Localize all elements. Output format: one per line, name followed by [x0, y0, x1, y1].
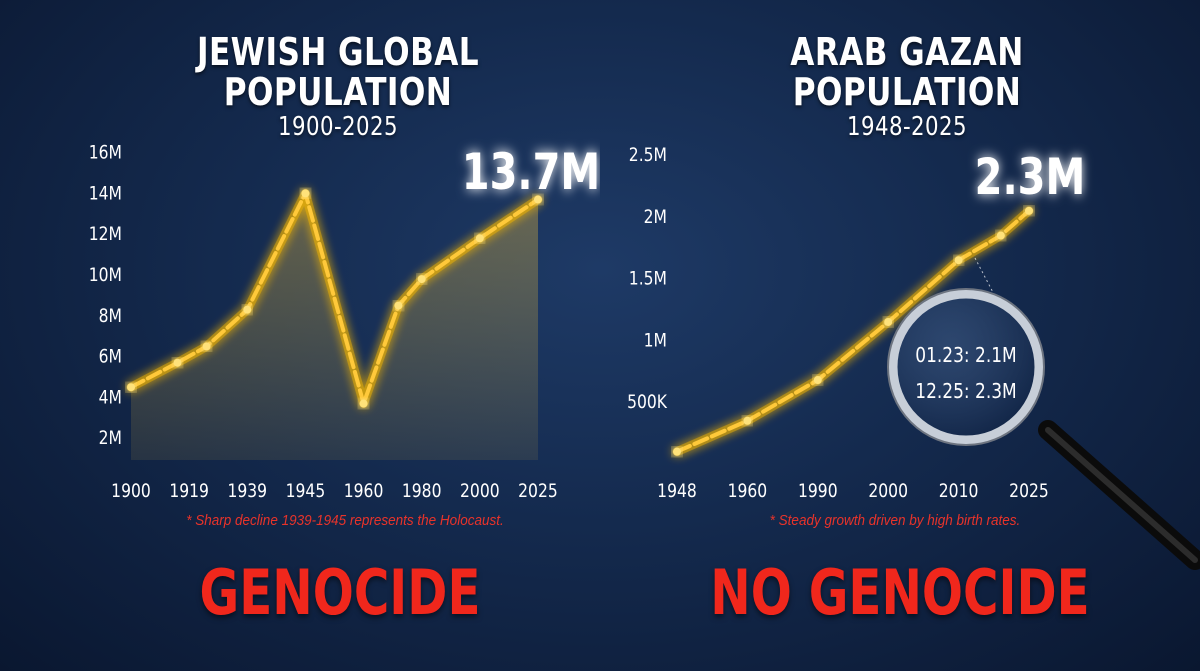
- data-point: [813, 376, 822, 385]
- x-tick-label: 2000: [868, 481, 908, 503]
- y-tick-label: 6M: [99, 346, 122, 368]
- y-tick-label: 2M: [99, 428, 122, 450]
- chart-title: ARAB GAZAN POPULATION 1948-2025: [661, 32, 1153, 142]
- magnifier-lens: [888, 289, 1044, 445]
- data-point: [884, 317, 893, 326]
- x-tick-label: 2025: [1009, 481, 1049, 503]
- y-tick-label: 500K: [627, 392, 667, 414]
- data-point: [743, 416, 752, 425]
- callout-value: 13.7M: [462, 143, 600, 202]
- title-line: JEWISH GLOBAL: [196, 30, 480, 74]
- data-point: [533, 195, 542, 204]
- x-tick-label: 1939: [227, 481, 267, 503]
- data-point: [1025, 206, 1033, 215]
- data-point: [127, 383, 135, 392]
- y-tick-label: 2M: [644, 207, 667, 229]
- series-line: [129, 191, 540, 406]
- y-tick-label: 16M: [89, 142, 122, 164]
- data-point: [417, 275, 426, 284]
- data-point: [954, 256, 963, 265]
- x-tick-label: 1945: [286, 481, 326, 503]
- title-line: ARAB GAZAN: [790, 30, 1024, 74]
- series-area: [131, 193, 538, 460]
- chart-title: JEWISH GLOBAL POPULATION 1900-2025: [92, 32, 584, 142]
- data-point: [202, 342, 211, 351]
- title-years: 1948-2025: [847, 112, 967, 142]
- footnote: * Steady growth driven by high birth rat…: [769, 512, 1021, 529]
- title-years: 1900-2025: [278, 112, 398, 142]
- magnifier-text: 12.25: 2.3M: [915, 381, 1016, 404]
- y-tick-label: 1M: [644, 330, 667, 352]
- x-tick-label: 1960: [728, 481, 768, 503]
- x-tick-label: 1948: [657, 481, 697, 503]
- chart-panel-jewish: JEWISH GLOBAL POPULATION 1900-2025 2M 4M 6…: [89, 32, 600, 629]
- y-tick-label: 8M: [99, 305, 122, 327]
- x-tick-label: 1900: [111, 481, 151, 503]
- x-tick-label: 2010: [939, 481, 979, 503]
- data-point: [359, 399, 368, 408]
- data-point: [173, 358, 182, 367]
- x-tick-label: 2000: [460, 481, 500, 503]
- magnifier-glass: 01.23: 2.1M 12.25: 2.3M: [887, 257, 1200, 570]
- magnifier-text: 01.23: 2.1M: [915, 345, 1016, 368]
- y-tick-label: 1.5M: [629, 268, 667, 290]
- verdict-label: GENOCIDE: [199, 556, 481, 629]
- y-tick-label: 12M: [89, 224, 122, 246]
- x-tick-label: 1980: [402, 481, 442, 503]
- y-tick-label: 4M: [99, 387, 122, 409]
- x-tick-label: 1990: [798, 481, 838, 503]
- data-point: [475, 234, 484, 243]
- data-point: [673, 447, 681, 456]
- magnifier-handle-shine: [1045, 427, 1198, 563]
- footnote: * Sharp decline 1939-1945 represents the…: [186, 512, 504, 529]
- magnifier-rim: [887, 288, 1045, 446]
- chart-plot: 2M 4M 6M 8M 10M 12M 14M 16M 1900 1919 1939 1945 1960…: [89, 142, 600, 503]
- data-point: [996, 231, 1005, 240]
- callout-value: 2.3M: [975, 148, 1086, 207]
- x-tick-label: 1960: [344, 481, 384, 503]
- y-tick-label: 2.5M: [629, 145, 667, 167]
- x-tick-label: 2025: [518, 481, 558, 503]
- title-line: POPULATION: [223, 70, 453, 114]
- data-point: [243, 305, 252, 314]
- title-line: POPULATION: [792, 70, 1022, 114]
- chart-plot: 500K 1M 1.5M 2M 2.5M 1948 1960 1990 2000 2010 2025…: [627, 145, 1200, 570]
- x-tick-label: 1919: [169, 481, 209, 503]
- y-tick-label: 14M: [89, 183, 122, 205]
- data-point: [394, 301, 403, 310]
- chart-panel-gaza: ARAB GAZAN POPULATION 1948-2025 500K 1M 1.…: [600, 0, 1200, 671]
- data-point: [301, 189, 310, 198]
- y-tick-label: 10M: [89, 265, 122, 287]
- verdict-label: NO GENOCIDE: [710, 556, 1090, 629]
